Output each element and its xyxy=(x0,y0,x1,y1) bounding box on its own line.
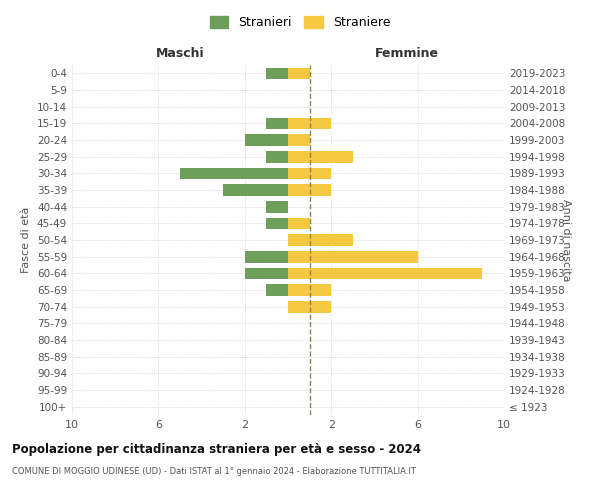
Bar xyxy=(288,251,418,262)
Bar xyxy=(266,284,288,296)
Bar xyxy=(288,301,331,312)
Bar xyxy=(288,151,353,162)
Bar xyxy=(288,218,310,229)
Bar xyxy=(266,151,288,162)
Bar xyxy=(288,134,310,146)
Bar xyxy=(266,68,288,79)
Bar xyxy=(288,268,482,279)
Bar xyxy=(288,168,331,179)
Bar xyxy=(288,118,331,129)
Text: Popolazione per cittadinanza straniera per età e sesso - 2024: Popolazione per cittadinanza straniera p… xyxy=(12,442,421,456)
Bar xyxy=(266,218,288,229)
Bar xyxy=(245,251,288,262)
Bar xyxy=(288,68,310,79)
Text: Femmine: Femmine xyxy=(375,47,439,60)
Y-axis label: Fasce di età: Fasce di età xyxy=(22,207,31,273)
Bar xyxy=(288,234,353,246)
Bar xyxy=(288,184,331,196)
Bar xyxy=(223,184,288,196)
Bar xyxy=(266,201,288,212)
Legend: Stranieri, Straniere: Stranieri, Straniere xyxy=(205,11,395,34)
Bar xyxy=(266,118,288,129)
Bar xyxy=(245,134,288,146)
Text: Maschi: Maschi xyxy=(155,47,205,60)
Bar xyxy=(245,268,288,279)
Bar xyxy=(180,168,288,179)
Bar xyxy=(288,284,331,296)
Text: COMUNE DI MOGGIO UDINESE (UD) - Dati ISTAT al 1° gennaio 2024 - Elaborazione TUT: COMUNE DI MOGGIO UDINESE (UD) - Dati IST… xyxy=(12,468,416,476)
Y-axis label: Anni di nascita: Anni di nascita xyxy=(561,198,571,281)
